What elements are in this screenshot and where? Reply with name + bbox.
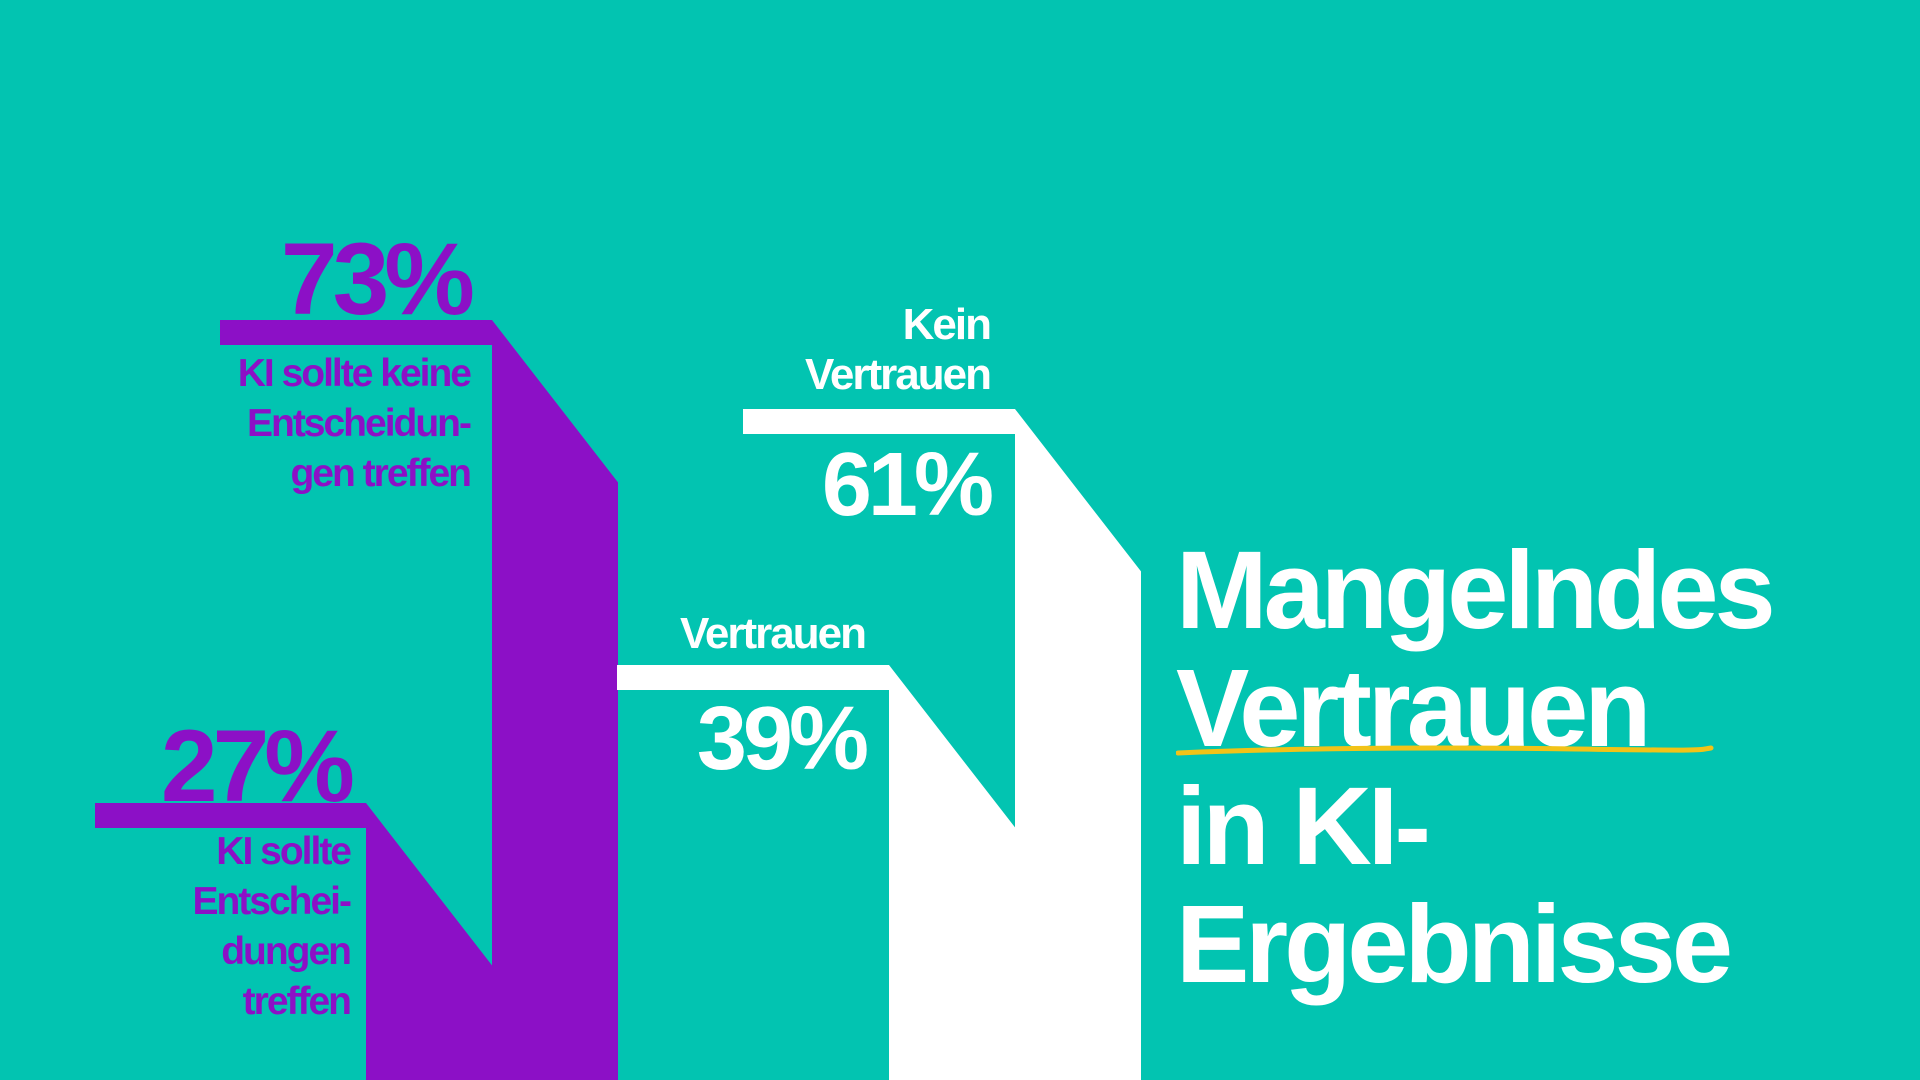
stair-bar-39 [617,665,1015,1080]
title-line-4: Ergebnisse [1176,883,1733,1006]
bar-value-label-61: 61% [821,435,994,535]
bar-category-label-no-decisions: KI sollte keine Entscheidun- gen treffen [237,352,472,495]
bar-value-label-27: 27% [160,709,355,823]
bar-category-label-no-trust: Kein Vertrauen [805,300,992,399]
underline-stroke [1176,745,1714,756]
bar-category-label-trust: Vertrauen [680,609,867,658]
page-title: Mangelndes Vertrauen in KI- Ergebnisse [1176,532,1876,1004]
stair-bar-27 [95,803,492,1080]
bar-value-label-73: 73% [280,222,475,336]
stair-bar-73 [220,320,618,1080]
title-line-3: in KI- [1176,765,1431,888]
title-line-1: Mangelndes [1176,529,1776,652]
bar-category-label-decisions: KI sollte Entschei- dungen treffen [192,830,352,1023]
stair-bar-61 [743,409,1141,1080]
bar-value-label-39: 39% [696,689,869,789]
title-underline-accent [1176,745,1714,756]
